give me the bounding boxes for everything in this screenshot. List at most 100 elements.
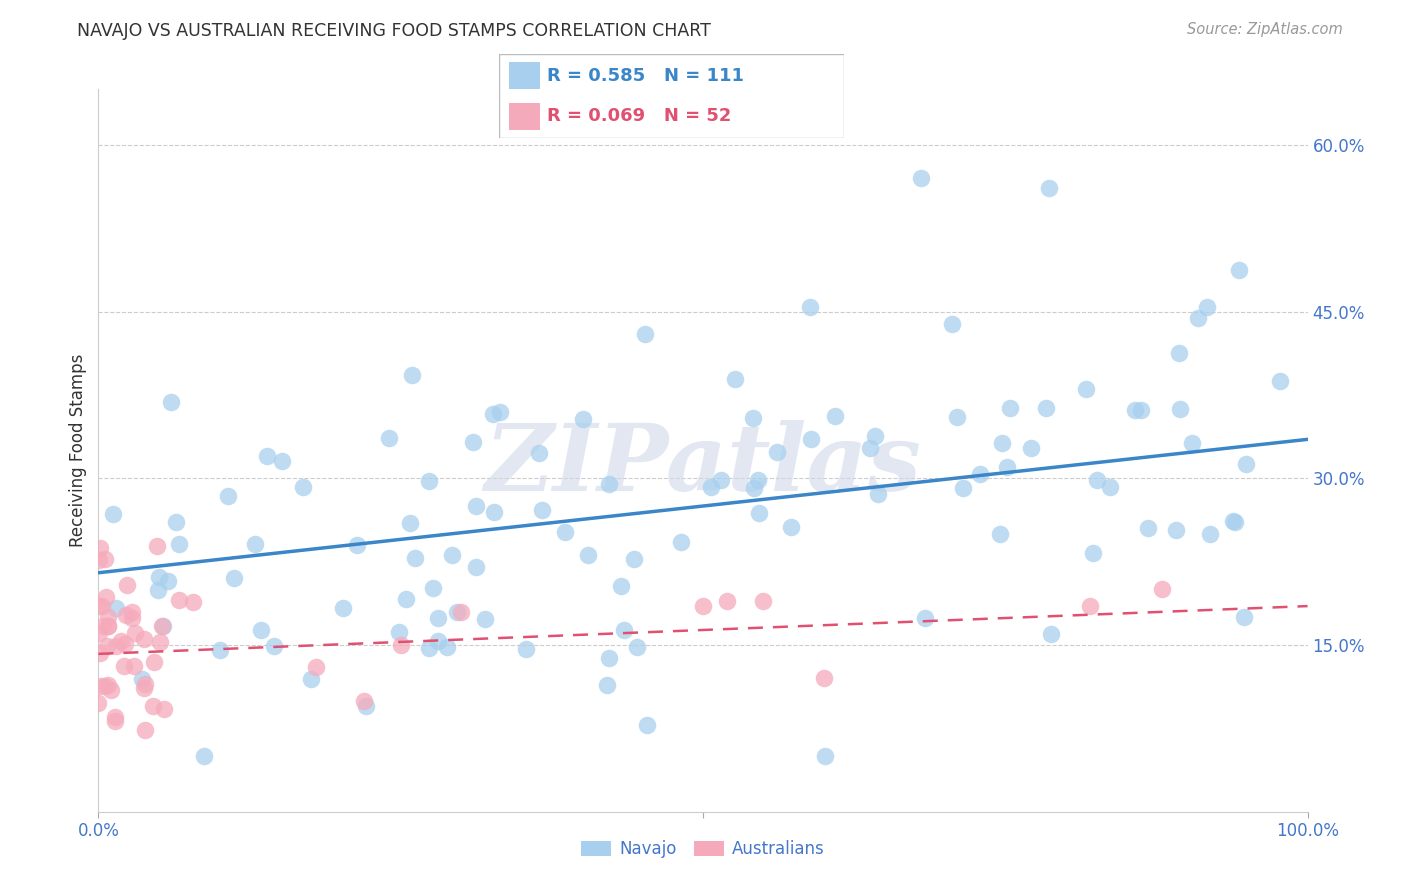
Point xyxy=(132,681,155,696)
Point xyxy=(110,634,132,648)
Point xyxy=(132,632,155,647)
Point xyxy=(89,541,111,556)
Legend: Navajo, Australians: Navajo, Australians xyxy=(575,833,831,865)
Point xyxy=(263,639,285,653)
Text: NAVAJO VS AUSTRALIAN RECEIVING FOOD STAMPS CORRELATION CHART: NAVAJO VS AUSTRALIAN RECEIVING FOOD STAM… xyxy=(77,22,711,40)
Point xyxy=(159,395,181,409)
Point xyxy=(395,591,418,606)
Point xyxy=(353,693,375,707)
Point xyxy=(461,435,484,450)
Point xyxy=(346,538,368,552)
Point xyxy=(90,599,112,614)
Point xyxy=(995,460,1018,475)
Point xyxy=(332,601,354,615)
Point xyxy=(243,537,266,551)
Point xyxy=(866,486,889,500)
Point xyxy=(418,474,440,488)
Point xyxy=(1038,181,1060,195)
Point xyxy=(399,516,422,530)
Point xyxy=(388,624,411,639)
Point xyxy=(1035,401,1057,415)
Point xyxy=(952,482,974,496)
Point xyxy=(94,680,117,694)
FancyBboxPatch shape xyxy=(509,103,540,130)
Point xyxy=(87,626,110,640)
Text: Source: ZipAtlas.com: Source: ZipAtlas.com xyxy=(1187,22,1343,37)
Point xyxy=(422,581,444,595)
Point xyxy=(153,702,176,716)
Point xyxy=(97,678,120,692)
Text: ZIPatlas: ZIPatlas xyxy=(485,420,921,510)
Point xyxy=(193,749,215,764)
Point xyxy=(1268,374,1291,388)
Point xyxy=(941,317,963,331)
Point xyxy=(859,441,882,455)
Point xyxy=(998,401,1021,415)
FancyBboxPatch shape xyxy=(499,54,844,138)
Point xyxy=(149,634,172,648)
Point xyxy=(1168,401,1191,416)
Point xyxy=(131,673,153,687)
Point xyxy=(146,583,169,598)
Point xyxy=(89,646,111,660)
Point xyxy=(418,641,440,656)
Point xyxy=(1187,311,1209,326)
Point xyxy=(1181,436,1204,450)
Point xyxy=(1223,515,1246,529)
Point xyxy=(142,656,165,670)
Y-axis label: Receiving Food Stamps: Receiving Food Stamps xyxy=(69,354,87,547)
Point xyxy=(93,552,115,566)
Point xyxy=(700,480,723,494)
Point xyxy=(969,467,991,481)
Point xyxy=(401,368,423,382)
Point xyxy=(752,593,775,607)
Point xyxy=(1227,263,1250,277)
Point xyxy=(1152,582,1174,597)
Point xyxy=(1233,609,1256,624)
Point xyxy=(1222,514,1244,528)
Point xyxy=(450,605,472,619)
Point xyxy=(945,410,967,425)
Point xyxy=(481,407,503,421)
Point xyxy=(748,506,770,520)
Point xyxy=(167,593,190,607)
Point xyxy=(1074,382,1097,396)
Point xyxy=(1019,441,1042,455)
Point xyxy=(914,611,936,625)
Point xyxy=(990,436,1012,450)
Point xyxy=(389,638,412,652)
Point xyxy=(910,171,932,186)
Point xyxy=(112,659,135,673)
Point xyxy=(104,601,127,615)
Point xyxy=(1129,402,1152,417)
Point xyxy=(1198,527,1220,541)
Point xyxy=(89,599,111,614)
Point xyxy=(474,612,496,626)
Point xyxy=(121,610,143,624)
Point xyxy=(1168,345,1191,359)
Point xyxy=(94,590,117,604)
Point xyxy=(1164,523,1187,537)
Point xyxy=(124,625,146,640)
Point xyxy=(598,476,620,491)
Point xyxy=(104,710,127,724)
Point xyxy=(1078,599,1101,613)
Point xyxy=(305,660,328,674)
Point xyxy=(167,537,190,551)
Point xyxy=(208,643,231,657)
Point xyxy=(217,490,239,504)
Point xyxy=(250,623,273,637)
Point xyxy=(378,431,401,445)
Point xyxy=(623,552,645,566)
Point xyxy=(354,699,377,714)
Point xyxy=(134,723,156,737)
Point xyxy=(482,505,505,519)
Point xyxy=(89,553,111,567)
Point xyxy=(766,445,789,459)
Point xyxy=(100,683,122,698)
Text: R = 0.069   N = 52: R = 0.069 N = 52 xyxy=(547,107,731,125)
Point xyxy=(465,500,488,514)
Point xyxy=(1085,474,1108,488)
Point xyxy=(634,327,657,342)
Point xyxy=(142,698,165,713)
